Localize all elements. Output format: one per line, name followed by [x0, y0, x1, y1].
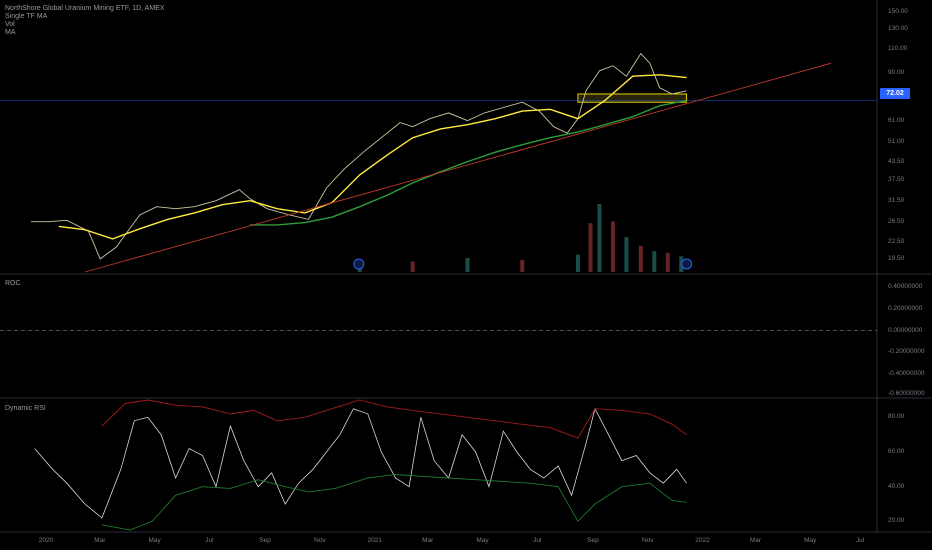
time-tick-label: Sep — [259, 537, 271, 544]
time-tick-label: May — [804, 537, 817, 544]
roc-tick-label: -0.40000000 — [888, 370, 925, 378]
price-tick-label: 26.50 — [888, 217, 905, 225]
indicator-ma[interactable]: MA — [5, 29, 16, 36]
support-zone — [577, 93, 688, 103]
time-tick-label: 2020 — [38, 537, 54, 544]
price-tick-label: 22.50 — [888, 237, 905, 245]
time-tick-label: May — [148, 537, 161, 544]
trendline — [84, 62, 832, 273]
price-line — [31, 52, 687, 260]
indicator-vol[interactable]: Vol — [5, 21, 15, 28]
volume-bar — [465, 258, 470, 272]
roc-tick-label: -0.60000000 — [888, 390, 925, 397]
time-tick-label: Mar — [749, 537, 762, 544]
price-tick-label: 61.00 — [888, 116, 905, 124]
price-tick-label: 90.00 — [888, 69, 905, 77]
price-tick-label: 150.00 — [888, 7, 908, 15]
volume-bar — [410, 261, 415, 272]
rsi-line — [34, 407, 687, 519]
price-tick-label: 130.00 — [888, 24, 908, 32]
price-tick-label: 31.50 — [888, 196, 905, 204]
time-tick-label: Mar — [422, 537, 434, 544]
roc-tick-label: -0.20000000 — [888, 348, 925, 356]
roc-tick-label: 0.40000000 — [888, 282, 923, 290]
volume-bar — [575, 254, 580, 272]
volume-bar — [597, 204, 602, 272]
rsi-tick-label: 60.00 — [888, 448, 905, 455]
time-tick-label: 2021 — [367, 537, 382, 544]
rsi-lower-band — [101, 474, 687, 531]
time-tick-label: Nov — [641, 537, 654, 544]
last-price-badge: 72.02 — [880, 88, 910, 99]
price-tick-label: 51.00 — [888, 138, 905, 146]
time-tick-label: Nov — [314, 537, 326, 544]
time-tick-label: Sep — [587, 537, 599, 544]
rsi-tick-label: 40.00 — [888, 482, 905, 490]
volume-bar — [624, 237, 629, 272]
time-tick-label: Mar — [94, 537, 106, 544]
volume-bar — [652, 251, 657, 272]
long-ma-line — [250, 99, 687, 226]
rsi-tick-label: 80.00 — [888, 413, 905, 421]
event-marker — [681, 258, 693, 270]
rsi-upper-band — [101, 399, 687, 439]
volume-bar — [520, 259, 525, 272]
symbol-line: NorthShore Global Uranium Mining ETF, 1D… — [5, 5, 165, 12]
price-tick-label: 37.50 — [888, 175, 905, 183]
time-tick-label: Jul — [855, 537, 865, 544]
ma-line — [58, 74, 687, 240]
rsi-tick-label: 20.00 — [888, 517, 905, 525]
time-tick-label: Jul — [533, 537, 542, 544]
roc-pane-title[interactable]: ROC — [5, 280, 21, 287]
price-tick-label: 43.50 — [888, 157, 905, 165]
time-tick-label: May — [476, 537, 489, 544]
volume-bar — [610, 221, 615, 272]
roc-tick-label: 0.20000000 — [888, 304, 923, 312]
volume-bar — [665, 252, 670, 272]
time-tick-label: Jul — [205, 537, 214, 544]
volume-bar — [638, 245, 643, 272]
roc-tick-label: 0.00000000 — [888, 326, 923, 334]
event-marker — [353, 258, 365, 270]
rsi-pane-title[interactable]: Dynamic RSI — [5, 405, 46, 412]
indicator-single-tf-ma[interactable]: Single TF MA — [5, 13, 48, 20]
time-tick-label: 2022 — [695, 537, 710, 544]
price-tick-label: 110.00 — [888, 45, 908, 53]
volume-bar — [588, 223, 593, 272]
price-tick-label: 19.50 — [888, 254, 905, 262]
